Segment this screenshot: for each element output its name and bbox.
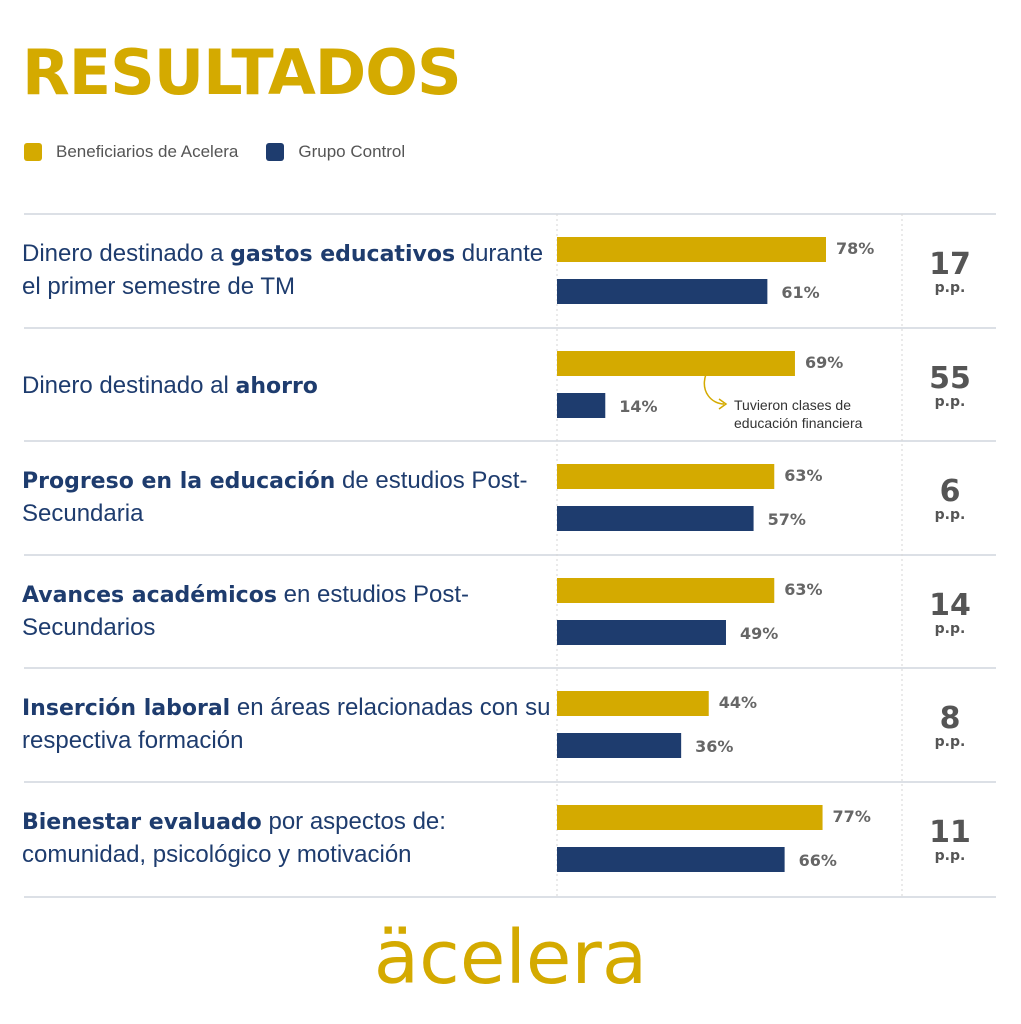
page-title: RESULTADOS: [22, 36, 462, 109]
bar-beneficiarios: [557, 691, 709, 716]
value-label-beneficiarios: 78%: [836, 239, 874, 258]
value-label-control: 14%: [619, 397, 657, 416]
difference-value: 55 p.p.: [904, 361, 996, 411]
bar-beneficiarios: [557, 351, 795, 376]
legend-swatch-beneficiarios: [24, 143, 42, 161]
value-label-control: 36%: [695, 737, 733, 756]
row-label-highlight: Bienestar evaluado: [22, 810, 262, 835]
value-label-control: 57%: [768, 510, 806, 529]
legend: Beneficiarios de Acelera Grupo Control: [24, 142, 405, 162]
row-label: Avances académicos en estudios Post-Secu…: [22, 581, 470, 641]
bar-control: [557, 279, 768, 304]
value-label-control: 61%: [781, 283, 819, 302]
difference-number: 55: [929, 361, 971, 396]
acelera-logo: äcelera: [373, 915, 648, 1001]
value-label-beneficiarios: 63%: [784, 466, 822, 485]
row-label: Inserción laboral en áreas relacionadas …: [22, 694, 551, 754]
savings-annotation: Tuvieron clases de educación financiera: [734, 397, 863, 431]
row-label-highlight: Progreso en la educación: [22, 469, 336, 494]
annotation-arrowhead: [718, 398, 728, 410]
value-label-control: 49%: [740, 624, 778, 643]
value-label-control: 66%: [799, 851, 837, 870]
difference-value: 6 p.p.: [904, 474, 996, 524]
difference-unit: p.p.: [934, 621, 966, 637]
difference-unit: p.p.: [934, 507, 966, 523]
difference-value: 8 p.p.: [904, 701, 996, 751]
difference-number: 6: [939, 474, 961, 509]
row-label-highlight: Avances académicos: [22, 583, 277, 608]
legend-item-beneficiarios: Beneficiarios de Acelera: [24, 142, 238, 162]
row-label-highlight: Inserción laboral: [22, 696, 231, 721]
value-label-beneficiarios: 44%: [719, 693, 757, 712]
difference-unit: p.p.: [934, 394, 966, 410]
difference-unit: p.p.: [934, 734, 966, 750]
row-label: Dinero destinado a gastos educativos dur…: [22, 240, 544, 300]
difference-number: 14: [929, 588, 971, 623]
bar-control: [557, 733, 682, 758]
row-label-highlight: gastos educativos: [230, 242, 456, 267]
value-label-beneficiarios: 77%: [833, 807, 871, 826]
difference-number: 17: [929, 247, 971, 282]
legend-label-control: Grupo Control: [298, 142, 406, 161]
difference-value: 17 p.p.: [904, 247, 996, 297]
difference-unit: p.p.: [934, 848, 966, 864]
difference-value: 14 p.p.: [904, 588, 996, 638]
bar-control: [557, 620, 726, 645]
annotation-arrow: [703, 373, 725, 405]
bar-control: [557, 847, 785, 872]
row-label: Dinero destinado al ahorro: [22, 372, 318, 399]
difference-number: 11: [929, 815, 971, 850]
bar-beneficiarios: [557, 578, 775, 603]
difference-value: 11 p.p.: [904, 815, 996, 865]
value-label-beneficiarios: 63%: [784, 580, 822, 599]
bar-beneficiarios: [557, 237, 826, 262]
row-label-highlight: ahorro: [235, 374, 318, 399]
legend-label-beneficiarios: Beneficiarios de Acelera: [56, 142, 239, 161]
bar-beneficiarios: [557, 464, 775, 489]
row-label: Bienestar evaluado por aspectos de: comu…: [22, 808, 446, 868]
legend-swatch-control: [266, 143, 285, 161]
bar-control: [557, 393, 606, 418]
row-label: Progreso en la educación de estudios Pos…: [22, 467, 528, 527]
legend-item-control: Grupo Control: [266, 142, 405, 162]
bar-beneficiarios: [557, 805, 823, 830]
difference-unit: p.p.: [934, 280, 966, 296]
bar-control: [557, 506, 754, 531]
difference-number: 8: [939, 701, 961, 736]
value-label-beneficiarios: 69%: [805, 353, 843, 372]
